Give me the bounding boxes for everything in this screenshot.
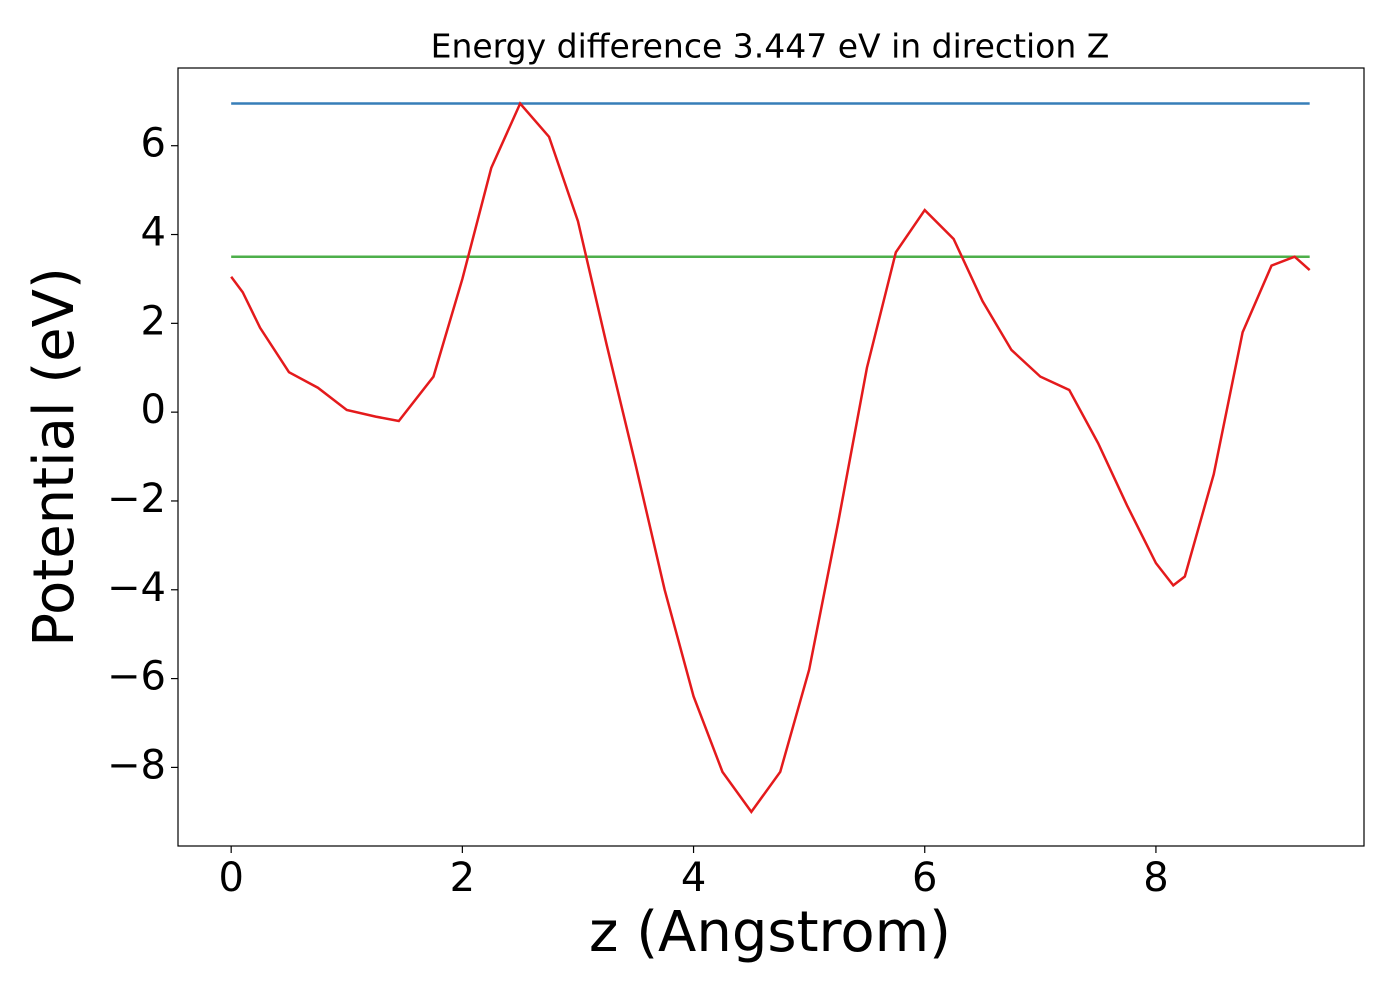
y-tick-label: 4 — [141, 210, 166, 256]
chart-title: Energy difference 3.447 eV in direction … — [431, 27, 1110, 66]
x-axis-label: z (Angstrom) — [589, 900, 951, 965]
y-tick-label: −2 — [107, 476, 166, 522]
y-tick-label: −8 — [107, 742, 166, 788]
y-axis-label: Potential (eV) — [22, 267, 87, 647]
line — [230, 101, 1311, 814]
y-tick-label: 2 — [141, 298, 166, 344]
y-tick-label: 0 — [141, 387, 166, 433]
x-tick-label: 0 — [218, 855, 243, 901]
x-tick-label: 8 — [1143, 855, 1168, 901]
y-tick-label: −4 — [107, 565, 166, 611]
x-tick-label: 6 — [912, 855, 937, 901]
x-tick-label: 4 — [681, 855, 706, 901]
plot-frame — [177, 67, 1365, 847]
y-tick-label: −6 — [107, 654, 166, 700]
x-tick-label: 2 — [450, 855, 475, 901]
y-tick-label: 6 — [141, 121, 166, 167]
